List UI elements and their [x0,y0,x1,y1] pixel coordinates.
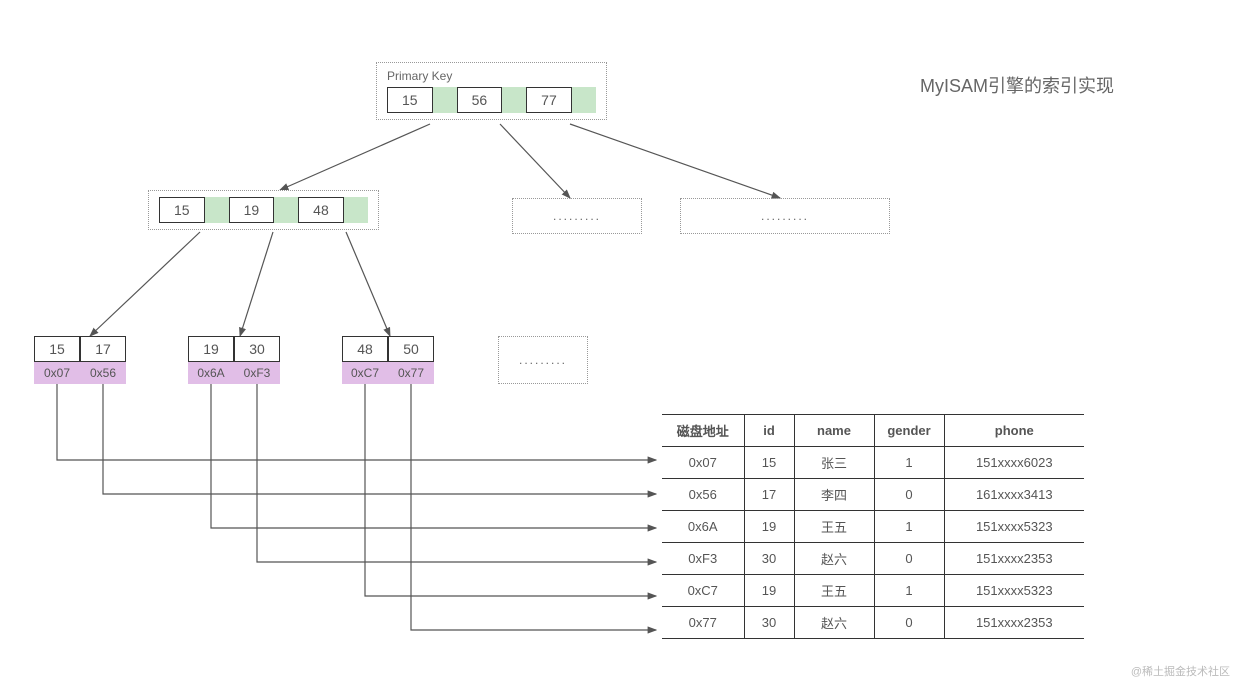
table-header-cell: 磁盘地址 [662,415,744,447]
table-cell: 151xxxx5323 [944,511,1084,543]
table-row: 0x0715张三1151xxxx6023 [662,447,1084,479]
empty-leaf-node: ......... [498,336,588,384]
table-cell: 19 [744,511,794,543]
table-cell: 王五 [794,575,874,607]
table-cell: 0 [874,607,944,639]
table-cell: 0xF3 [662,543,744,575]
pointer-cell [205,197,229,223]
table-cell: 30 [744,607,794,639]
pointer-cell [502,87,526,113]
leaf-key-cell: 17 [80,336,126,362]
table-cell: 0x6A [662,511,744,543]
table-cell: 161xxxx3413 [944,479,1084,511]
btree-leaf-node: 15170x070x56 [34,336,126,384]
key-cell: 15 [387,87,433,113]
table-cell: 0xC7 [662,575,744,607]
table-cell: 151xxxx6023 [944,447,1084,479]
btree-root-node: Primary Key 15 56 77 [376,62,607,120]
leaf-key-cell: 30 [234,336,280,362]
key-cell: 48 [298,197,344,223]
btree-leaf-node: 19300x6A0xF3 [188,336,280,384]
leaf-key-cell: 50 [388,336,434,362]
table-cell: 0x56 [662,479,744,511]
leaf-key-cell: 48 [342,336,388,362]
btree-leaf-node: 48500xC70x77 [342,336,434,384]
table-row: 0x5617李四0161xxxx3413 [662,479,1084,511]
table-cell: 王五 [794,511,874,543]
leaf-key-cell: 15 [34,336,80,362]
empty-internal-node: ......... [512,198,642,234]
btree-internal-node: 15 19 48 [148,190,379,230]
table-cell: 0 [874,479,944,511]
key-cell: 19 [229,197,275,223]
table-cell: 0x07 [662,447,744,479]
pointer-cell [274,197,298,223]
table-cell: 151xxxx5323 [944,575,1084,607]
table-row: 0xC719王五1151xxxx5323 [662,575,1084,607]
table-header-cell: gender [874,415,944,447]
leaf-addr-cell: 0x77 [388,362,434,384]
table-cell: 张三 [794,447,874,479]
root-label: Primary Key [387,69,596,83]
data-table: 磁盘地址idnamegenderphone 0x0715张三1151xxxx60… [662,414,1084,639]
table-cell: 赵六 [794,543,874,575]
table-row: 0x6A19王五1151xxxx5323 [662,511,1084,543]
table-cell: 0x77 [662,607,744,639]
table-cell: 赵六 [794,607,874,639]
leaf-addr-cell: 0xC7 [342,362,388,384]
pointer-cell [433,87,457,113]
key-cell: 15 [159,197,205,223]
table-header-cell: phone [944,415,1084,447]
key-cell: 77 [526,87,572,113]
table-cell: 30 [744,543,794,575]
table-cell: 151xxxx2353 [944,543,1084,575]
leaf-addr-cell: 0x07 [34,362,80,384]
table-cell: 19 [744,575,794,607]
leaf-addr-cell: 0x56 [80,362,126,384]
watermark: @稀土掘金技术社区 [1131,663,1230,679]
root-key-row: 15 56 77 [387,87,596,113]
pointer-cell [344,197,368,223]
diagram-title: MyISAM引擎的索引实现 [920,72,1114,98]
leaf-key-cell: 19 [188,336,234,362]
leaf-addr-cell: 0xF3 [234,362,280,384]
table-cell: 1 [874,447,944,479]
table-cell: 1 [874,511,944,543]
table-header-row: 磁盘地址idnamegenderphone [662,415,1084,447]
empty-internal-node: ......... [680,198,890,234]
table-cell: 151xxxx2353 [944,607,1084,639]
table-cell: 15 [744,447,794,479]
table-row: 0x7730赵六0151xxxx2353 [662,607,1084,639]
table-cell: 17 [744,479,794,511]
pointer-cell [572,87,596,113]
table-header-cell: id [744,415,794,447]
table-cell: 李四 [794,479,874,511]
key-cell: 56 [457,87,503,113]
table-cell: 0 [874,543,944,575]
table-header-cell: name [794,415,874,447]
table-cell: 1 [874,575,944,607]
table-row: 0xF330赵六0151xxxx2353 [662,543,1084,575]
leaf-addr-cell: 0x6A [188,362,234,384]
